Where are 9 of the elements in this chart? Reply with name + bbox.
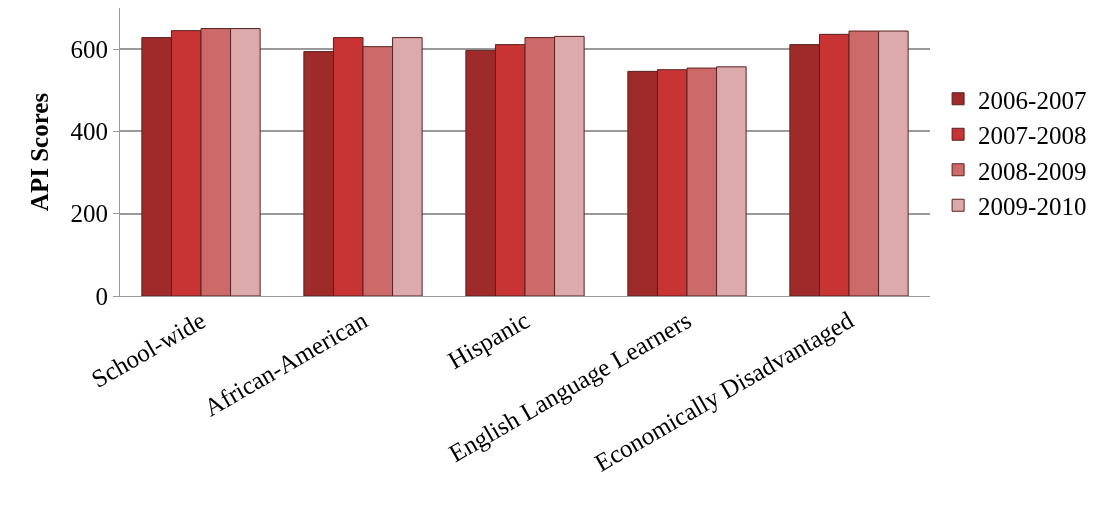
legend-label: 2008-2009 — [978, 157, 1087, 185]
legend-label: 2009-2010 — [978, 193, 1087, 220]
y-tick-label: 200 — [70, 200, 108, 228]
y-tick-label: 400 — [70, 118, 108, 146]
legend-label: 2006-2007 — [978, 86, 1087, 114]
y-axis-title: API Scores — [26, 92, 54, 212]
y-tick-label: 600 — [70, 35, 108, 63]
legend-label: 2007-2008 — [978, 122, 1087, 149]
y-tick-label: 0 — [95, 282, 108, 310]
